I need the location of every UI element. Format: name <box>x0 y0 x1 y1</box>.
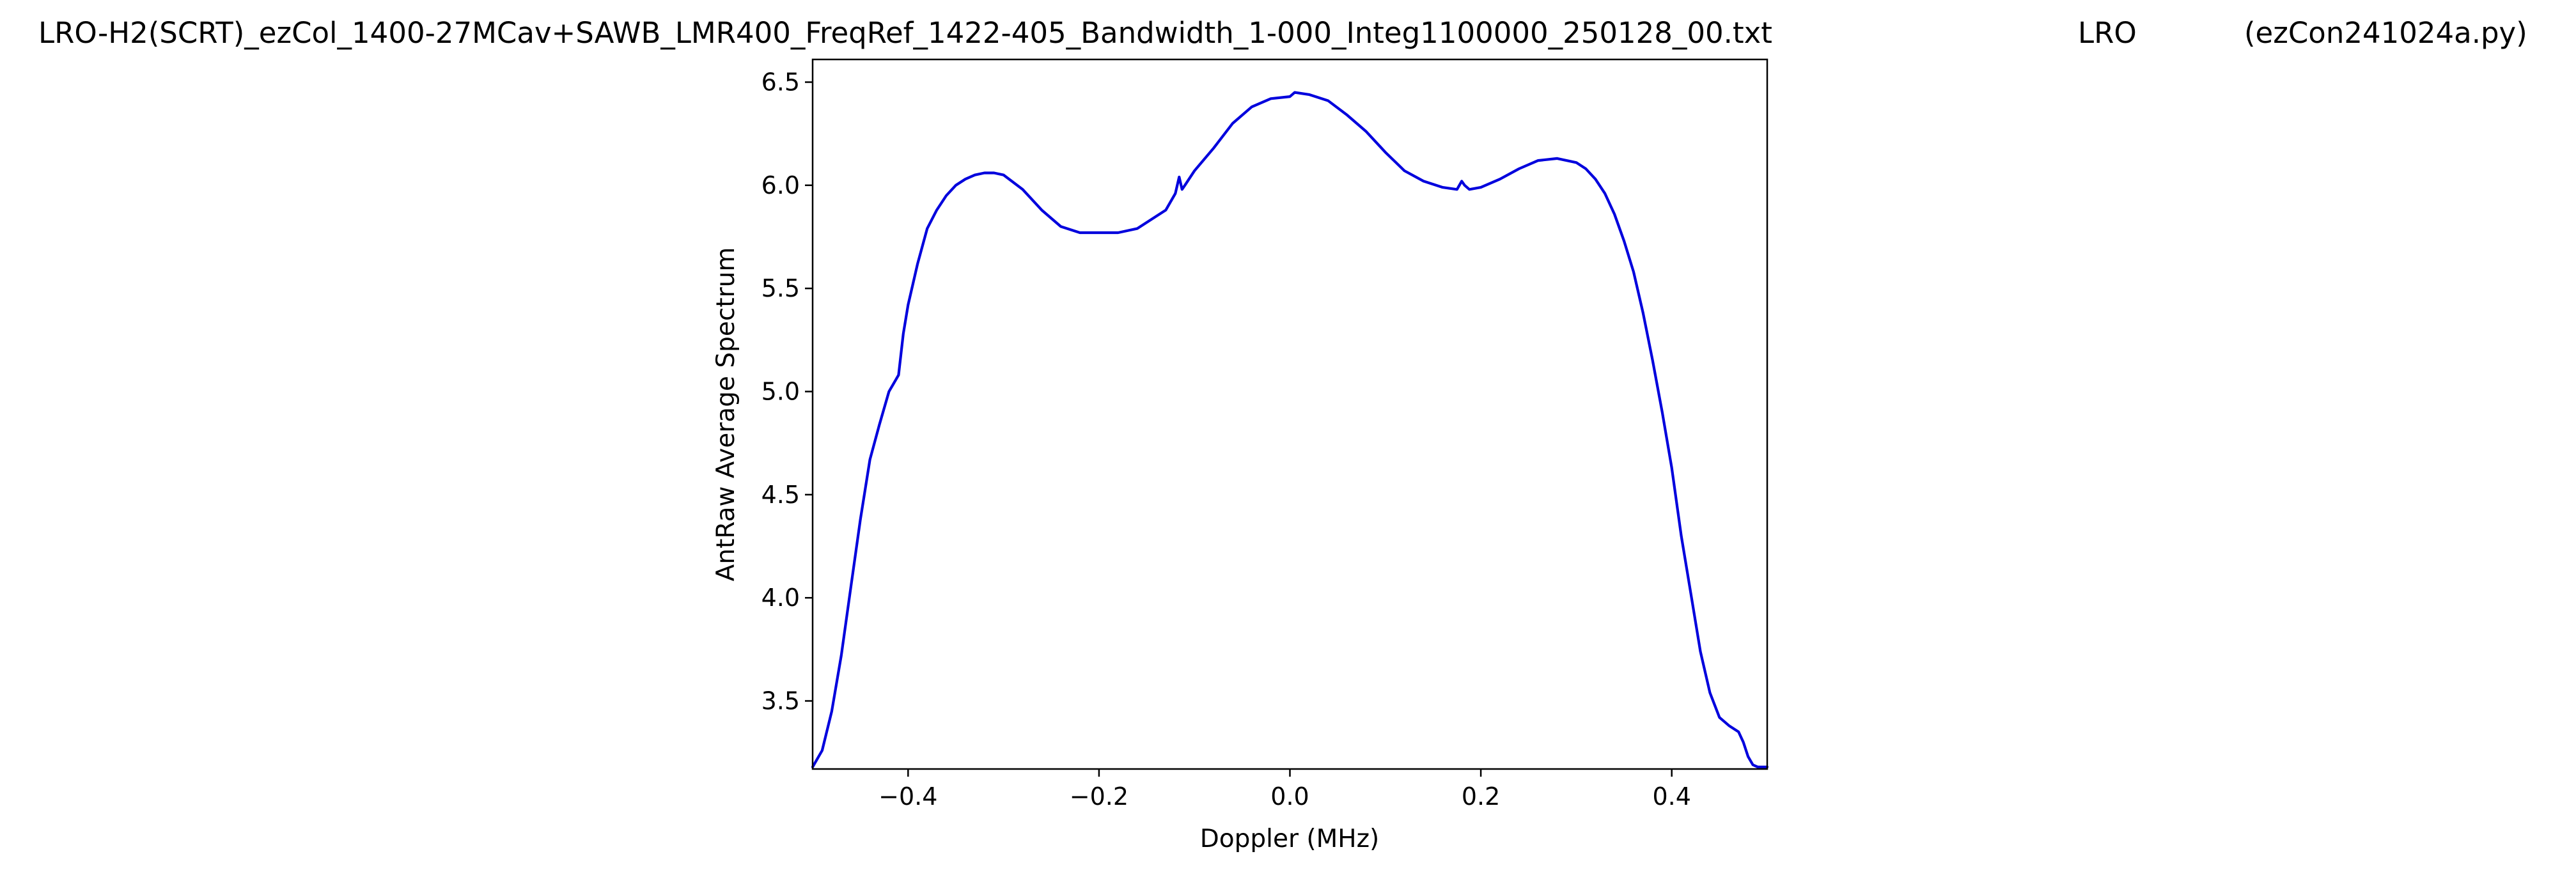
x-tick-label: 0.4 <box>1652 782 1690 811</box>
x-tick-label: −0.2 <box>1070 782 1128 811</box>
y-tick-label: 6.5 <box>761 68 800 96</box>
y-tick-label: 6.0 <box>761 171 800 199</box>
series-layer <box>811 91 1769 768</box>
chart-header-site: LRO <box>2078 16 2137 50</box>
x-tick-label: 0.0 <box>1270 782 1309 811</box>
y-tick-label: 4.5 <box>761 481 800 509</box>
chart-header-filename: LRO-H2(SCRT)_ezCol_1400-27MCav+SAWB_LMR4… <box>38 16 1772 50</box>
x-axis-label: Doppler (MHz) <box>1200 825 1380 853</box>
x-tick-label: 0.2 <box>1462 782 1500 811</box>
plot-area <box>811 58 1769 770</box>
series-line-0 <box>811 91 1769 768</box>
chart-header-program: (ezCon241024a.py) <box>2244 16 2527 50</box>
y-axis: 3.5 4.0 4.5 5.0 5.5 6.0 6.5 <box>761 68 813 715</box>
y-tick-label: 5.0 <box>761 378 800 406</box>
axes-frame <box>811 58 1768 770</box>
y-tick-label: 5.5 <box>761 274 800 302</box>
x-tick-label: −0.4 <box>878 782 937 811</box>
y-axis-label: AntRaw Average Spectrum <box>712 247 740 582</box>
x-axis: −0.4 −0.2 0.0 0.2 0.4 <box>878 769 1691 811</box>
y-tick-label: 3.5 <box>761 687 800 715</box>
y-tick-label: 4.0 <box>761 584 800 612</box>
